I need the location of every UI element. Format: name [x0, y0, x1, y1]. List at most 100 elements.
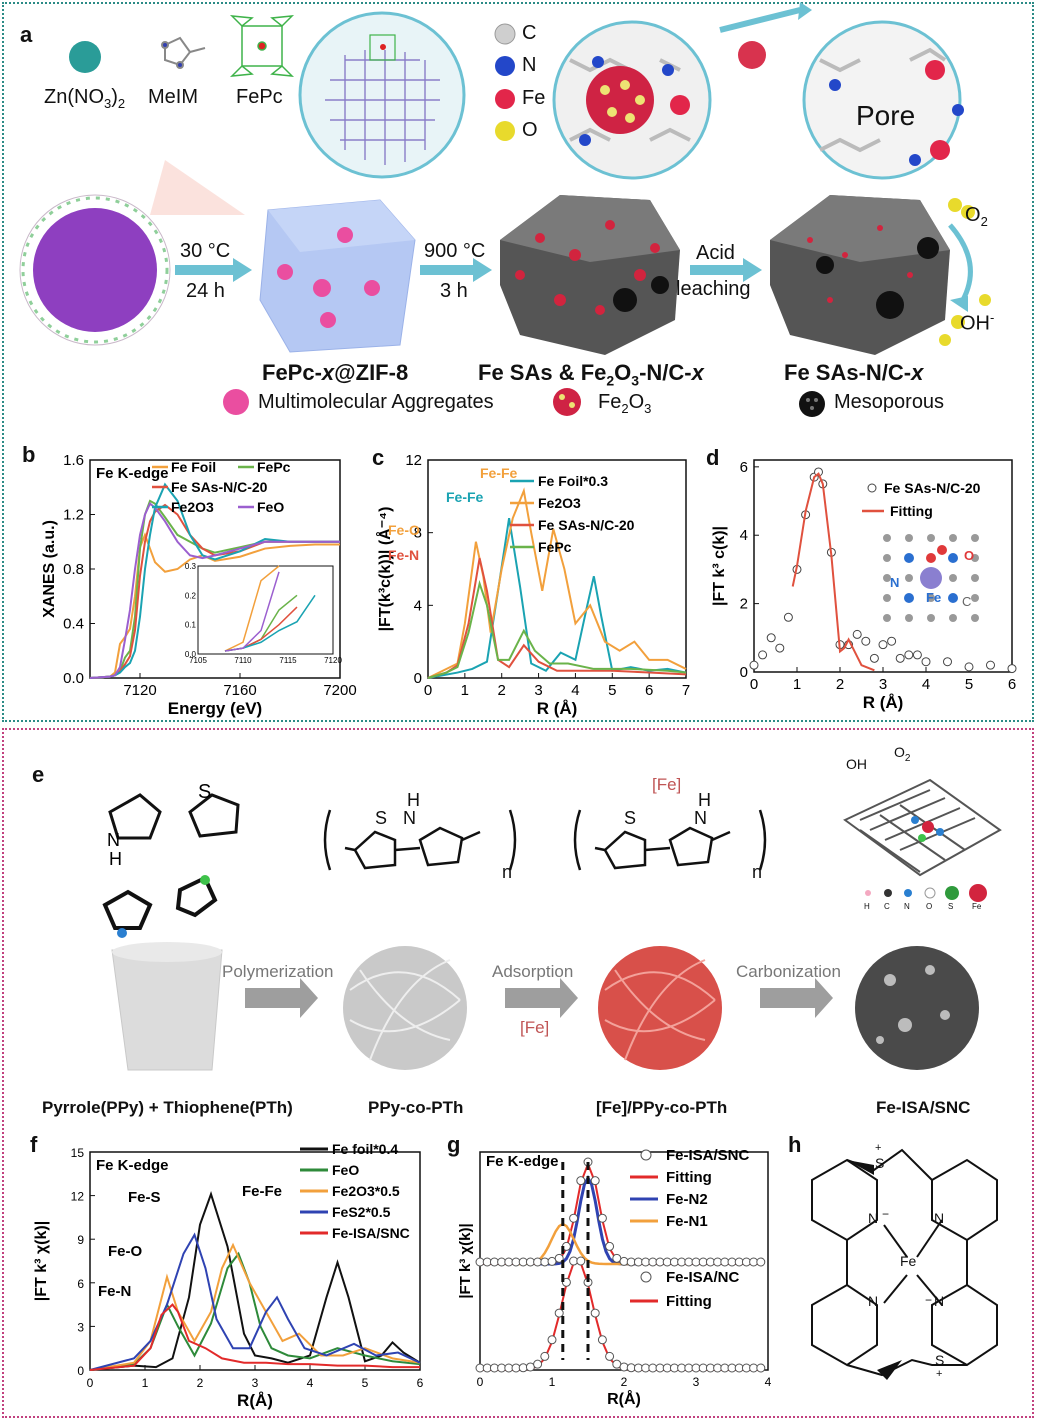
b-inset-xtick: 7120	[324, 656, 342, 665]
b-inset-xtick: 7110	[234, 656, 252, 665]
c-legend-fe-sas-n-c-20: Fe SAs-N/C-20	[538, 517, 635, 533]
f-series-fe2o3-0-5	[89, 1242, 421, 1371]
g-legend-fe-n1-3: Fe-N1	[666, 1213, 708, 1230]
atom-legend-c: C	[884, 902, 890, 911]
d-xtick-label: 3	[879, 676, 887, 693]
g-point-fe-isa-snc	[597, 1213, 607, 1223]
meim-molecule-icon	[161, 36, 206, 69]
g-point-fe-isa-nc	[576, 1256, 586, 1266]
reagent-fepc: FePc	[236, 86, 283, 108]
s-label-2: S	[624, 808, 637, 828]
d-point-fe-sas-n-c-20	[921, 657, 931, 667]
f-xtick-label: 5	[362, 1376, 369, 1390]
svg-text:N: N	[107, 830, 120, 850]
legend-atom-fe: Fe	[522, 87, 546, 109]
g-xtick-label: 4	[765, 1375, 772, 1389]
c-annotation-0: Fe-Fe	[480, 465, 518, 481]
g-xlabel: R(Å)	[607, 1389, 641, 1408]
f-series-fes2-0-5	[89, 1232, 421, 1371]
c-legend-fepc: FePc	[538, 539, 572, 555]
d-ytick-label: 2	[740, 596, 748, 613]
d-inset-carbon-atom	[905, 574, 913, 582]
c-xtick-label: 5	[608, 682, 616, 699]
fe2o3-legend-icon	[553, 388, 581, 416]
step1-time: 24 h	[186, 280, 225, 302]
chart-g-fitting: 0 1 2 3 4 R(Å) |FT k³ χ(k)| Fe K-edge Fe-ISA/SNC…	[457, 1147, 772, 1408]
b-ytick-label: 0.8	[63, 561, 84, 578]
g-legend-fitting-5: Fitting	[666, 1293, 712, 1310]
atom-legend-fe: Fe	[972, 902, 982, 911]
f-ytick-label: 3	[77, 1320, 84, 1334]
d-point-fe-sas-n-c-20	[986, 660, 995, 670]
d-point-fe-sas-n-c-20	[783, 612, 793, 622]
step2-temp: 900 °C	[424, 240, 486, 262]
pore-label: Pore	[856, 100, 916, 131]
d-point-fe-sas-n-c-20	[749, 660, 759, 670]
reagent-meim: MeIM	[148, 86, 198, 108]
d-series-fitting	[791, 472, 875, 672]
d-inset-carbon-atom	[949, 614, 957, 622]
fe-isa-snc-ball-icon	[855, 946, 979, 1070]
b-inset-ytick: 0.1	[185, 621, 197, 630]
f-series-fe-foil-0-4	[89, 1191, 421, 1371]
b-xtick-label: 7120	[123, 682, 156, 699]
b-ylabel: XANES (a.u.)	[41, 520, 58, 618]
d-ytick-label: 4	[740, 527, 748, 544]
d-inset-o-label: O	[964, 548, 974, 563]
d-xtick-label: 1	[793, 676, 801, 693]
c-xtick-label: 1	[461, 682, 469, 699]
b-inset-ytick: 0.2	[185, 591, 197, 600]
g-xtick-label: 3	[693, 1375, 700, 1389]
d-inset-n-atom	[948, 553, 958, 563]
d-point-fe-sas-n-c-20	[861, 636, 871, 646]
d-inset-carbon-atom	[927, 594, 935, 602]
f-title: Fe K-edge	[96, 1157, 169, 1174]
copolymer-structure-1	[323, 809, 517, 871]
g-legend-fe-isa-nc-4: Fe-ISA/NC	[666, 1269, 740, 1286]
panel-frame-bottom	[2, 728, 1034, 1418]
b-ytick-label: 1.2	[63, 507, 84, 524]
legend-fe2o3: Fe2O3	[598, 391, 652, 416]
b-inset-series-feo	[224, 571, 280, 652]
f-xtick-label: 4	[307, 1376, 314, 1390]
d-inset-carbon-atom	[905, 534, 913, 542]
atom-legend-e	[865, 884, 987, 902]
oh-label: OH-	[960, 310, 995, 335]
d-inset-carbon-atom	[971, 574, 979, 582]
b-inset-xtick: 7105	[189, 656, 207, 665]
d-point-fe-sas-n-c-20	[852, 629, 862, 639]
c-plot-frame	[427, 459, 687, 679]
g-title: Fe K-edge	[486, 1153, 559, 1170]
pore-magnified	[802, 20, 962, 180]
step3-acid: Acid	[696, 242, 735, 264]
structure-h-diagram	[811, 1148, 998, 1380]
d-inset-n-label: N	[890, 575, 899, 590]
d-legend-marker-fe-sas	[867, 483, 877, 493]
legend-aggregates: Multimolecular Aggregates	[258, 391, 494, 413]
d-structure-inset	[883, 534, 979, 622]
product-fepc-zif8: FePc-x@ZIF-8	[262, 360, 409, 385]
label-fe-isa-snc: Fe-ISA/SNC	[876, 1098, 971, 1117]
h-atom-n-top-right: N	[934, 1210, 945, 1226]
legend-atom-n: N	[522, 54, 537, 76]
d-xlabel: R (Å)	[863, 693, 904, 712]
atom-legend-h: H	[864, 902, 870, 911]
f-ytick-label: 12	[71, 1190, 85, 1204]
d-ylabel: |FT k³ c(k)|	[711, 526, 728, 606]
product-fe-sas-fe2o3: Fe SAs & Fe2O3-N/C-x	[478, 360, 704, 389]
c-ytick-label: 4	[414, 597, 422, 614]
d-point-fe-sas-n-c-20	[878, 640, 888, 650]
d-inset-n-atom	[904, 553, 914, 563]
c-annotation-3: Fe-N	[388, 547, 419, 563]
panel-label-h: h	[788, 1132, 802, 1157]
reagent-zn: Zn(NO3)2	[44, 86, 126, 111]
g-legend-fe-n2-2: Fe-N2	[666, 1191, 708, 1208]
h-charge-minus-top: −	[882, 1207, 890, 1221]
o2-label-e: O2	[894, 744, 911, 764]
f-ytick-label: 6	[77, 1277, 84, 1291]
b-ytick-label: 0.0	[63, 670, 84, 687]
zif-cage-magnified	[298, 11, 466, 179]
d-inset-fe-label: Fe	[926, 590, 941, 605]
arrow-carbonization-icon	[760, 978, 833, 1018]
